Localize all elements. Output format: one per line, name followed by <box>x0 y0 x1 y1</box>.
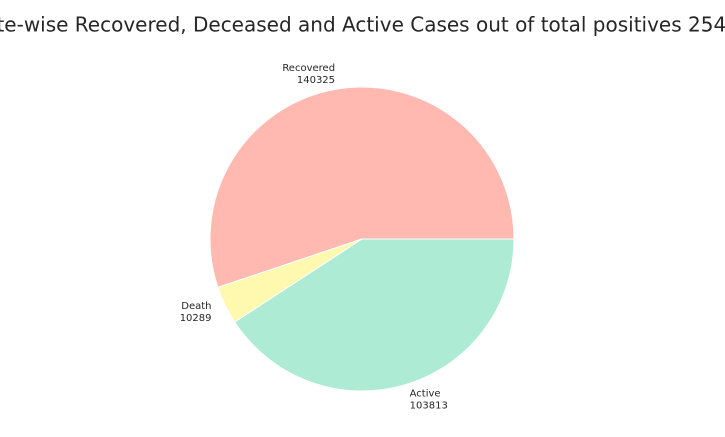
pie-slice <box>209 86 515 288</box>
slice-label: Death <box>181 301 211 312</box>
slice-label: Active <box>410 388 441 399</box>
slice-value: 140325 <box>297 75 335 86</box>
chart-title: State-wise Recovered, Deceased and Activ… <box>0 13 725 37</box>
slice-value: 10289 <box>180 313 212 324</box>
slice-label: Recovered <box>282 63 335 74</box>
pie-slice <box>233 238 515 392</box>
slice-value: 103813 <box>410 400 448 411</box>
